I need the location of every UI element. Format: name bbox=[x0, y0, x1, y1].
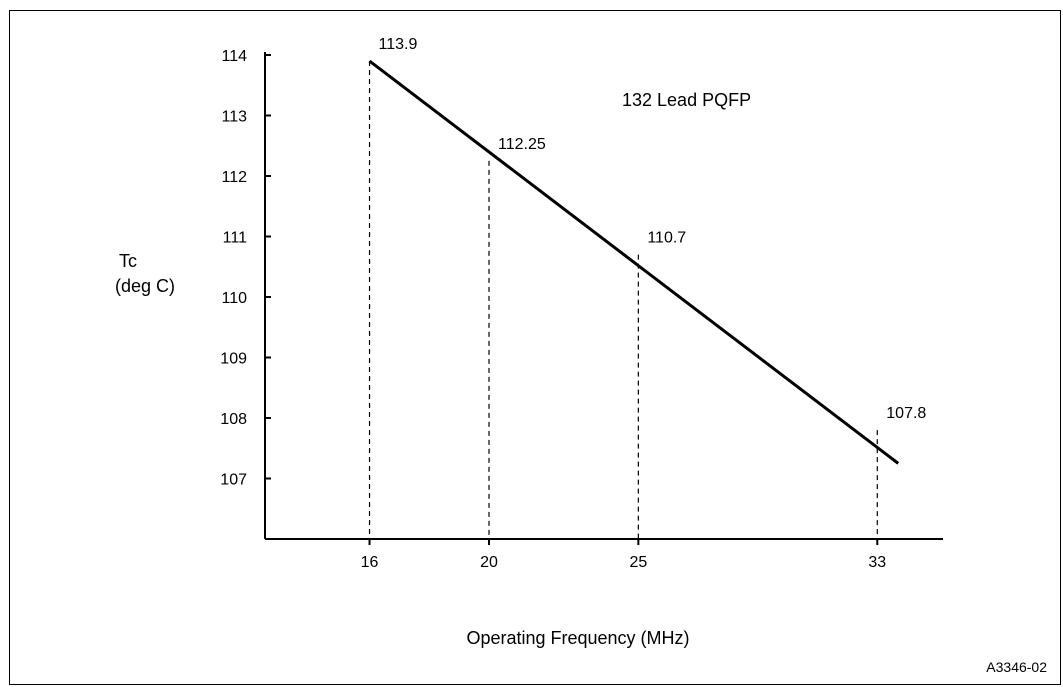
y-tick-label: 114 bbox=[221, 48, 247, 65]
y-tick-label: 107 bbox=[220, 472, 247, 489]
series-annotation: 132 Lead PQFP bbox=[622, 90, 751, 110]
y-tick-label: 113 bbox=[221, 109, 247, 126]
x-tick-label: 25 bbox=[629, 554, 647, 571]
chart-frame bbox=[9, 10, 1061, 685]
y-axis-label-line1: Tc bbox=[119, 251, 137, 271]
y-axis-label-line2: (deg C) bbox=[115, 276, 175, 296]
y-tick-label: 112 bbox=[221, 169, 247, 186]
y-tick-label: 110 bbox=[221, 290, 247, 307]
x-tick-label: 16 bbox=[361, 554, 379, 571]
y-tick-label: 108 bbox=[220, 411, 247, 428]
x-tick-label: 20 bbox=[480, 554, 498, 571]
series-line bbox=[368, 59, 900, 465]
x-axis-label: Operating Frequency (MHz) bbox=[466, 628, 689, 648]
data-label: 107.8 bbox=[886, 405, 926, 422]
x-tick-label: 33 bbox=[868, 554, 886, 571]
y-tick-label: 111 bbox=[223, 230, 247, 247]
data-label: 112.25 bbox=[498, 136, 546, 153]
y-tick-label: 109 bbox=[220, 351, 247, 368]
data-label: 113.9 bbox=[379, 36, 418, 53]
data-label: 110.7 bbox=[647, 230, 686, 247]
figure-id: A3346-02 bbox=[986, 659, 1047, 675]
